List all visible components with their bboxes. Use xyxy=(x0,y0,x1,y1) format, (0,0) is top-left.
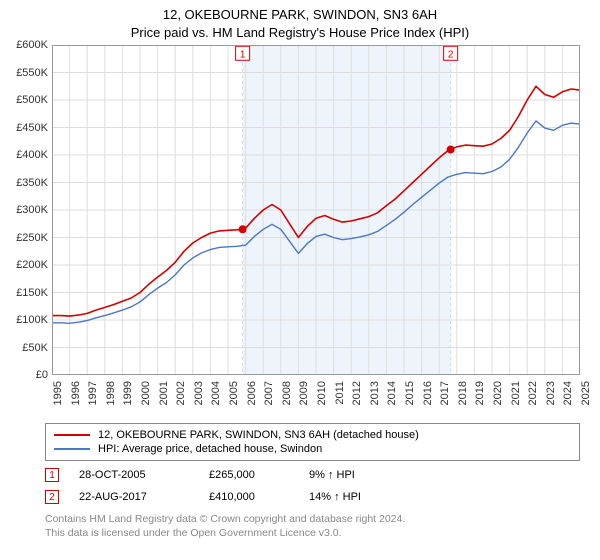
y-tick-label: £300K xyxy=(16,204,48,216)
x-tick-label: 2015 xyxy=(404,379,416,405)
x-tick-label: 2016 xyxy=(422,379,434,405)
x-tick-label: 1996 xyxy=(70,379,82,405)
x-tick-label: 2012 xyxy=(351,379,363,405)
y-tick-label: £450K xyxy=(16,122,48,134)
x-tick-label: 2003 xyxy=(193,379,205,405)
x-tick-label: 2013 xyxy=(369,379,381,405)
footer-line-2: This data is licensed under the Open Gov… xyxy=(45,526,580,540)
sale-hpi: 9% ↑ HPI xyxy=(309,469,379,481)
x-tick-label: 2023 xyxy=(545,379,557,405)
y-tick-label: £400K xyxy=(16,149,48,161)
x-tick-label: 2017 xyxy=(439,379,451,405)
x-tick-label: 2021 xyxy=(510,379,522,405)
footer-line-1: Contains HM Land Registry data © Crown c… xyxy=(45,512,580,526)
y-tick-label: £250K xyxy=(16,232,48,244)
x-tick-label: 2025 xyxy=(580,379,592,405)
x-tick-label: 2011 xyxy=(334,379,346,405)
title-subtitle: Price paid vs. HM Land Registry's House … xyxy=(0,24,600,42)
y-tick-label: £0 xyxy=(36,369,48,381)
x-tick-label: 2008 xyxy=(281,379,293,405)
x-tick-label: 2020 xyxy=(492,379,504,405)
x-tick-label: 2014 xyxy=(386,379,398,405)
y-tick-label: £500K xyxy=(16,94,48,106)
chart-svg: 12 xyxy=(52,45,580,375)
legend-label: 12, OKEBOURNE PARK, SWINDON, SN3 6AH (de… xyxy=(98,429,419,441)
x-tick-label: 1999 xyxy=(122,379,134,405)
x-tick-label: 1995 xyxy=(52,379,64,405)
x-tick-label: 2018 xyxy=(457,379,469,405)
legend-label: HPI: Average price, detached house, Swin… xyxy=(98,443,322,455)
sale-marker-box: 1 xyxy=(45,468,59,482)
x-tick-label: 2005 xyxy=(228,379,240,405)
y-tick-label: £600K xyxy=(16,39,48,51)
x-tick-label: 2004 xyxy=(210,379,222,405)
sale-date: 28-OCT-2005 xyxy=(79,469,189,481)
x-tick-label: 2019 xyxy=(474,379,486,405)
x-tick-label: 2000 xyxy=(140,379,152,405)
y-tick-label: £150K xyxy=(16,287,48,299)
svg-text:1: 1 xyxy=(240,49,246,60)
footer: Contains HM Land Registry data © Crown c… xyxy=(45,512,580,540)
legend-item: 12, OKEBOURNE PARK, SWINDON, SN3 6AH (de… xyxy=(54,428,571,442)
legend-swatch xyxy=(54,448,90,450)
legend-swatch xyxy=(54,434,90,436)
y-tick-label: £550K xyxy=(16,67,48,79)
chart-area: 12£0£50K£100K£150K£200K£250K£300K£350K£4… xyxy=(52,45,580,375)
title-address: 12, OKEBOURNE PARK, SWINDON, SN3 6AH xyxy=(0,6,600,24)
title-block: 12, OKEBOURNE PARK, SWINDON, SN3 6AH Pri… xyxy=(0,0,600,41)
sale-hpi: 14% ↑ HPI xyxy=(309,491,379,503)
x-tick-label: 2007 xyxy=(263,379,275,405)
svg-text:2: 2 xyxy=(448,49,454,60)
x-tick-label: 2009 xyxy=(298,379,310,405)
sales-block: 1 28-OCT-2005 £265,000 9% ↑ HPI 2 22-AUG-2017… xyxy=(45,464,580,508)
y-tick-label: £200K xyxy=(16,259,48,271)
legend-item: HPI: Average price, detached house, Swin… xyxy=(54,442,571,456)
sale-row: 2 22-AUG-2017 £410,000 14% ↑ HPI xyxy=(45,486,580,508)
x-tick-label: 2024 xyxy=(562,379,574,405)
x-tick-label: 2001 xyxy=(158,379,170,405)
x-tick-label: 2006 xyxy=(246,379,258,405)
x-tick-label: 2002 xyxy=(175,379,187,405)
x-tick-label: 1997 xyxy=(87,379,99,405)
sale-date: 22-AUG-2017 xyxy=(79,491,189,503)
y-tick-label: £350K xyxy=(16,177,48,189)
x-tick-label: 2022 xyxy=(527,379,539,405)
chart-container: 12, OKEBOURNE PARK, SWINDON, SN3 6AH Pri… xyxy=(0,0,600,560)
sale-row: 1 28-OCT-2005 £265,000 9% ↑ HPI xyxy=(45,464,580,486)
legend: 12, OKEBOURNE PARK, SWINDON, SN3 6AH (de… xyxy=(45,423,580,461)
x-tick-label: 1998 xyxy=(105,379,117,405)
x-tick-label: 2010 xyxy=(316,379,328,405)
y-tick-label: £100K xyxy=(16,314,48,326)
sale-price: £265,000 xyxy=(209,469,289,481)
y-tick-label: £50K xyxy=(22,342,48,354)
sale-price: £410,000 xyxy=(209,491,289,503)
sale-marker-box: 2 xyxy=(45,490,59,504)
